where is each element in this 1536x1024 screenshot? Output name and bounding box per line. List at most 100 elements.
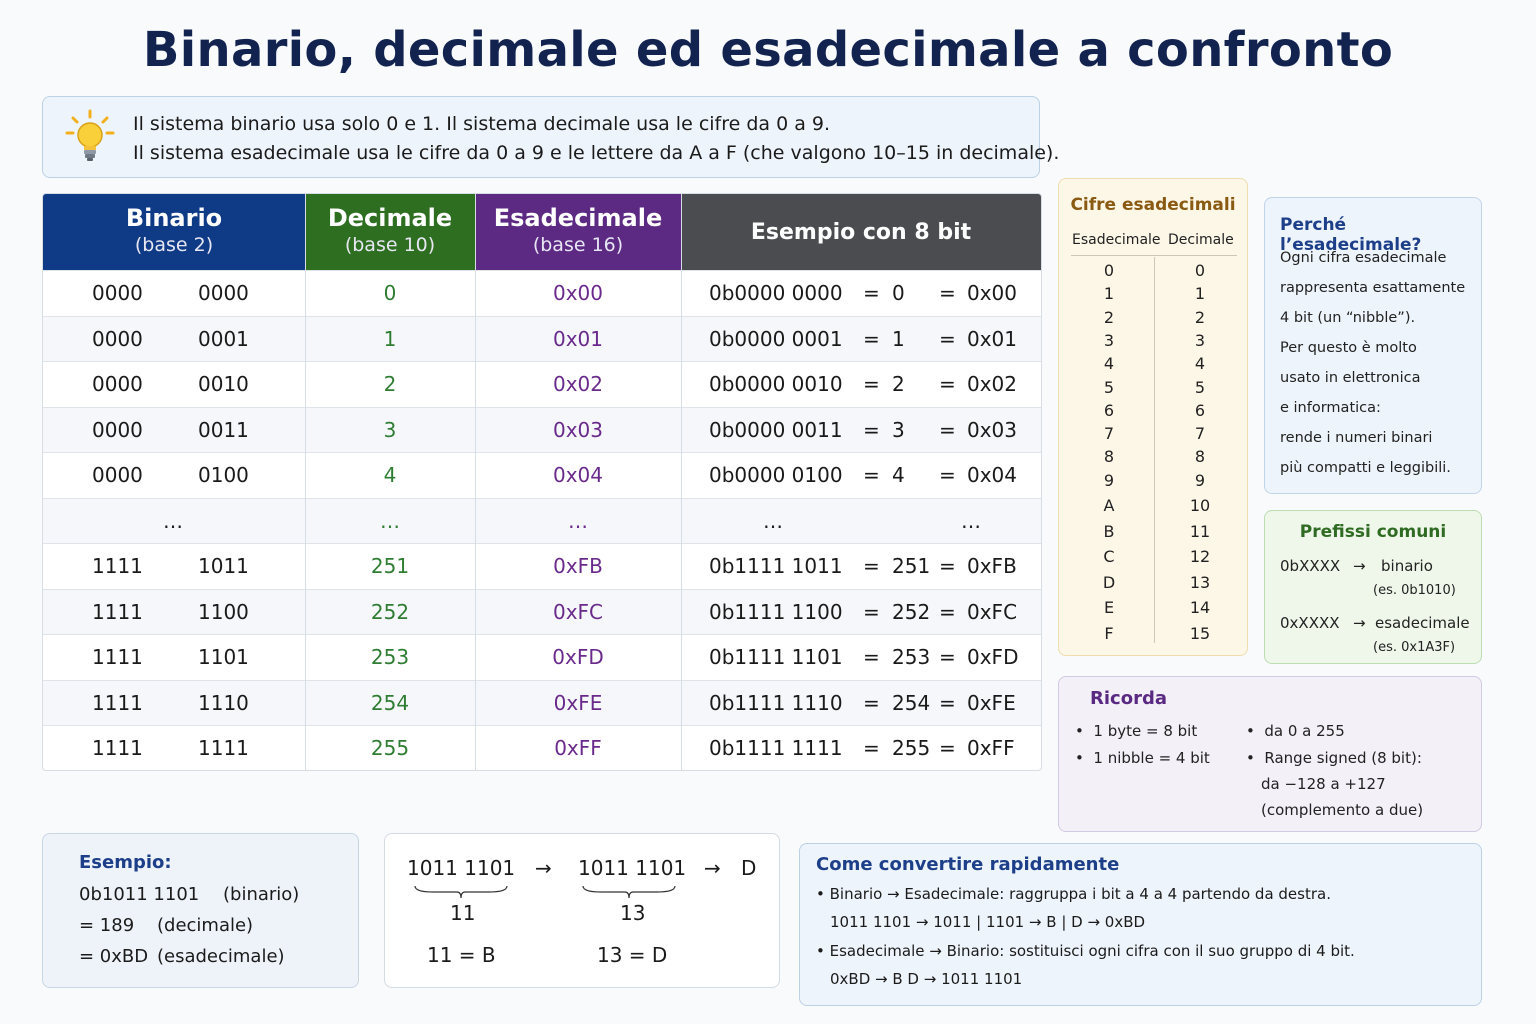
example-hex-value: = 0xBD	[79, 946, 149, 967]
decimal-value: 253	[370, 645, 410, 669]
decimal-value: …	[380, 508, 400, 533]
example-binary: 0b1111 1011	[709, 554, 843, 578]
group-result-digit: D	[741, 856, 757, 880]
binary-high-nibble: 0000	[92, 463, 143, 487]
remember-item: 1 byte = 8 bit	[1093, 722, 1198, 740]
hex-value: 0x04	[552, 463, 603, 487]
example-binary-value: 0b1011 1101	[79, 884, 200, 905]
remember-item: Range signed (8 bit):	[1264, 749, 1422, 767]
equals-sign: =	[939, 690, 956, 715]
example-decimal: 253	[892, 645, 931, 669]
table-row: ……………	[43, 497, 1041, 544]
example-hex: 0xFF	[967, 736, 1015, 760]
binary-high-nibble: …	[163, 508, 183, 533]
why-hex-line: usato in elettronica	[1280, 370, 1421, 386]
table-row: 0000 0011 3 0x03 0b0000 0011 = 3 = 0x03	[43, 406, 1041, 453]
binary-low-nibble: 1101	[198, 645, 249, 669]
binary-low-nibble	[198, 499, 288, 544]
hex-value: 0x00	[552, 281, 603, 305]
equals-sign: =	[863, 463, 880, 487]
why-hex-line: rende i numeri binari	[1280, 430, 1433, 446]
example-binary: 0b1111 1101	[709, 645, 843, 669]
binary-low-nibble: 0001	[198, 326, 249, 351]
hex-value: 0x01	[552, 326, 603, 351]
example-decimal: 252	[892, 599, 931, 624]
example-hex: 0x03	[967, 417, 1018, 442]
decimal-value: 252	[370, 599, 410, 624]
hex-digit-decimal: 13	[1189, 572, 1211, 592]
equals-sign: =	[863, 599, 880, 624]
group-map-1: 11 = B	[427, 943, 496, 967]
equals-sign: =	[863, 372, 880, 396]
arrow-right-icon: →	[704, 856, 721, 880]
binary-high-nibble: 0000	[92, 281, 143, 305]
binary-high-nibble: 1111	[92, 645, 143, 669]
lightbulb-icon	[65, 109, 115, 169]
hex-digit-decimal: 10	[1189, 496, 1211, 516]
hex-digit: E	[1103, 598, 1115, 618]
decimal-value: 2	[383, 372, 397, 396]
hex-value: 0x02	[552, 372, 603, 396]
binary-low-nibble: 0100	[198, 463, 249, 487]
example-decimal-note: (decimale)	[157, 915, 254, 936]
binary-high-nibble: 0000	[92, 326, 143, 351]
example-binary: 0b1111 1100	[709, 599, 843, 624]
header-hex-label: Esadecimale	[493, 204, 663, 232]
remember-item: (complemento a due)	[1261, 801, 1424, 819]
header-binary-label: Binario	[125, 204, 223, 232]
decimal-value: 3	[383, 417, 397, 442]
example-binary: …	[763, 508, 783, 533]
hex-digits-col-hex: Esadecimale	[1072, 232, 1161, 248]
arrow-right-icon: →	[535, 856, 552, 880]
hex-digit-decimal: 12	[1189, 547, 1211, 567]
example-binary: 0b1111 1111	[709, 736, 843, 760]
example-hex: 0x04	[967, 463, 1018, 487]
why-hex-line: Ogni cifra esadecimale	[1280, 250, 1447, 266]
example-decimal: 0	[892, 281, 905, 305]
table-row: 0000 0010 2 0x02 0b0000 0010 = 2 = 0x02	[43, 361, 1041, 407]
example-binary: 0b0000 0000	[709, 281, 843, 305]
hex-digit: A	[1103, 496, 1115, 516]
why-hex-card: Perché l’esadecimale? Ogni cifra esadeci…	[1264, 197, 1482, 494]
hex-value: 0xFE	[553, 690, 603, 715]
hex-digit: 7	[1103, 424, 1115, 444]
equals-sign: =	[939, 372, 956, 396]
equals-sign: =	[863, 326, 880, 351]
hex-value: 0x03	[552, 417, 603, 442]
equals-sign: =	[939, 417, 956, 442]
equals-sign: =	[939, 281, 956, 305]
why-hex-line: più compatti e leggibili.	[1280, 460, 1451, 476]
header-decimal-base: (base 10)	[344, 234, 436, 256]
group-value-1: 11	[450, 901, 476, 925]
hex-digit: 5	[1103, 377, 1115, 397]
equals-sign: =	[939, 554, 956, 578]
page-title: Binario, decimale ed esadecimale a confr…	[142, 22, 1394, 78]
hex-digit-decimal: 2	[1194, 307, 1206, 327]
example-binary: 0b1111 1110	[709, 690, 843, 715]
decimal-value: 1	[383, 326, 397, 351]
group-binary-2: 1011 1101	[578, 856, 687, 880]
intro-box: Il sistema binario usa solo 0 e 1. Il si…	[42, 96, 1059, 178]
group-map-2: 13 = D	[597, 943, 668, 967]
hex-digits-col-dec: Decimale	[1168, 232, 1234, 248]
hex-digit-decimal: 1	[1194, 284, 1206, 304]
example-hex-note: (esadecimale)	[157, 946, 285, 967]
table-row: 1111 1111 255 0xFF 0b1111 1111 = 255 = 0xFF	[43, 725, 1041, 770]
prefix-binary-label: binario	[1381, 557, 1433, 575]
example-hex: 0xFD	[967, 645, 1019, 669]
why-hex-line: 4 bit (un “nibble”).	[1280, 310, 1416, 326]
equals-sign	[939, 499, 959, 544]
equals-sign: =	[863, 645, 880, 669]
hex-digit-decimal: 4	[1194, 354, 1206, 374]
table-row: 1111 1011 251 0xFB 0b1111 1011 = 251 = 0xFB	[43, 543, 1041, 589]
arrow-right-icon: →	[1353, 557, 1366, 575]
binary-low-nibble: 1111	[198, 736, 249, 760]
hex-digit-decimal: 5	[1194, 377, 1206, 397]
hex-digit: 3	[1103, 330, 1115, 350]
equals-sign: =	[939, 736, 956, 760]
hex-digit: 0	[1103, 261, 1115, 280]
example-decimal: 1	[892, 326, 905, 351]
header-hex-base: (base 16)	[532, 234, 624, 256]
group-binary-1: 1011 1101	[407, 856, 516, 880]
header-hex: Esadecimale (base 16)	[475, 194, 681, 270]
